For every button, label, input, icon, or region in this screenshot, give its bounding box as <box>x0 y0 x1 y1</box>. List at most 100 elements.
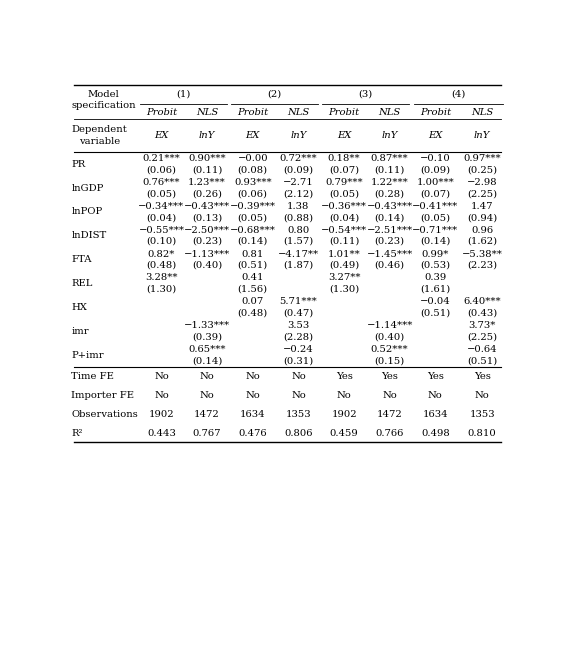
Text: Model
specification: Model specification <box>71 90 136 110</box>
Text: −0.36***
(0.04): −0.36*** (0.04) <box>321 202 367 222</box>
Text: (4): (4) <box>451 90 465 99</box>
Text: HX: HX <box>71 303 88 312</box>
Text: Yes: Yes <box>381 372 398 381</box>
Text: 3.73*
(2.25): 3.73* (2.25) <box>467 321 497 341</box>
Text: No: No <box>200 391 214 400</box>
Text: Importer FE: Importer FE <box>71 391 135 400</box>
Text: 0.07
(0.48): 0.07 (0.48) <box>238 297 268 317</box>
Text: 0.443: 0.443 <box>147 428 176 437</box>
Text: 1.38
(0.88): 1.38 (0.88) <box>283 202 314 222</box>
Text: −2.98
(2.25): −2.98 (2.25) <box>467 178 498 198</box>
Text: −0.68***
(0.14): −0.68*** (0.14) <box>230 226 275 246</box>
Text: 0.87***
(0.11): 0.87*** (0.11) <box>371 154 408 174</box>
Text: 0.52***
(0.15): 0.52*** (0.15) <box>371 345 408 365</box>
Text: 1353: 1353 <box>469 410 495 419</box>
Text: −0.41***
(0.05): −0.41*** (0.05) <box>412 202 458 222</box>
Text: EX: EX <box>246 131 260 140</box>
Text: −0.39***
(0.05): −0.39*** (0.05) <box>230 202 275 222</box>
Text: −5.38**
(2.23): −5.38** (2.23) <box>462 250 503 270</box>
Text: 0.97***
(0.25): 0.97*** (0.25) <box>463 154 501 174</box>
Text: No: No <box>291 372 306 381</box>
Text: −0.55***
(0.10): −0.55*** (0.10) <box>139 226 185 246</box>
Text: Probit: Probit <box>420 108 451 117</box>
Text: No: No <box>154 391 169 400</box>
Text: −0.54***
(0.11): −0.54*** (0.11) <box>321 226 367 246</box>
Text: −0.10
(0.09): −0.10 (0.09) <box>420 154 450 174</box>
Text: No: No <box>200 372 214 381</box>
Text: 1634: 1634 <box>422 410 448 419</box>
Text: No: No <box>475 391 489 400</box>
Text: No: No <box>382 391 397 400</box>
Text: 0.766: 0.766 <box>375 428 404 437</box>
Text: 1.01**
(0.49): 1.01** (0.49) <box>328 250 360 270</box>
Text: EX: EX <box>154 131 169 140</box>
Text: lnDIST: lnDIST <box>71 232 107 241</box>
Text: R²: R² <box>71 428 83 437</box>
Text: −0.34***
(0.04): −0.34*** (0.04) <box>139 202 185 222</box>
Text: NLS: NLS <box>196 108 218 117</box>
Text: FTA: FTA <box>71 255 92 264</box>
Text: 0.498: 0.498 <box>421 428 450 437</box>
Text: Yes: Yes <box>427 372 444 381</box>
Text: 0.41
(1.56): 0.41 (1.56) <box>238 273 268 293</box>
Text: −0.43***
(0.14): −0.43*** (0.14) <box>367 202 413 222</box>
Text: −2.50***
(0.23): −2.50*** (0.23) <box>184 226 230 246</box>
Text: 5.71***
(0.47): 5.71*** (0.47) <box>279 297 318 317</box>
Text: No: No <box>154 372 169 381</box>
Text: No: No <box>245 372 260 381</box>
Text: lnY: lnY <box>290 131 306 140</box>
Text: 0.18**
(0.07): 0.18** (0.07) <box>328 154 360 174</box>
Text: 1353: 1353 <box>286 410 311 419</box>
Text: 0.79***
(0.05): 0.79*** (0.05) <box>325 178 363 198</box>
Text: 0.76***
(0.05): 0.76*** (0.05) <box>142 178 180 198</box>
Text: −1.45***
(0.46): −1.45*** (0.46) <box>366 250 413 270</box>
Text: lnY: lnY <box>381 131 398 140</box>
Text: 1472: 1472 <box>377 410 403 419</box>
Text: Yes: Yes <box>335 372 352 381</box>
Text: No: No <box>428 391 443 400</box>
Text: No: No <box>337 391 351 400</box>
Text: 1472: 1472 <box>194 410 220 419</box>
Text: 0.767: 0.767 <box>193 428 222 437</box>
Text: lnPOP: lnPOP <box>71 208 103 217</box>
Text: 1634: 1634 <box>240 410 265 419</box>
Text: No: No <box>245 391 260 400</box>
Text: 1.00***
(0.07): 1.00*** (0.07) <box>416 178 454 198</box>
Text: −0.43***
(0.13): −0.43*** (0.13) <box>184 202 230 222</box>
Text: 1.47
(0.94): 1.47 (0.94) <box>467 202 497 222</box>
Text: Probit: Probit <box>237 108 268 117</box>
Text: Dependent
variable: Dependent variable <box>71 126 127 146</box>
Text: NLS: NLS <box>471 108 493 117</box>
Text: −0.00
(0.08): −0.00 (0.08) <box>237 154 268 174</box>
Text: 1902: 1902 <box>331 410 357 419</box>
Text: imr: imr <box>71 326 89 335</box>
Text: EX: EX <box>428 131 443 140</box>
Text: −1.14***
(0.40): −1.14*** (0.40) <box>366 321 413 341</box>
Text: 0.81
(0.51): 0.81 (0.51) <box>238 250 268 270</box>
Text: 0.80
(1.57): 0.80 (1.57) <box>283 226 314 246</box>
Text: 0.99*
(0.53): 0.99* (0.53) <box>420 250 450 270</box>
Text: 1.23***
(0.26): 1.23*** (0.26) <box>188 178 226 198</box>
Text: −0.71***
(0.14): −0.71*** (0.14) <box>412 226 458 246</box>
Text: 0.82*
(0.48): 0.82* (0.48) <box>146 250 177 270</box>
Text: −1.13***
(0.40): −1.13*** (0.40) <box>184 250 230 270</box>
Text: Yes: Yes <box>473 372 490 381</box>
Text: REL: REL <box>71 279 93 288</box>
Text: 1.22***
(0.28): 1.22*** (0.28) <box>371 178 408 198</box>
Text: 0.810: 0.810 <box>468 428 496 437</box>
Text: 0.21***
(0.06): 0.21*** (0.06) <box>142 154 180 174</box>
Text: 3.27**
(1.30): 3.27** (1.30) <box>328 273 360 293</box>
Text: (2): (2) <box>268 90 282 99</box>
Text: (1): (1) <box>176 90 190 99</box>
Text: −2.71
(2.12): −2.71 (2.12) <box>283 178 314 198</box>
Text: −0.24
(0.31): −0.24 (0.31) <box>283 345 314 365</box>
Text: Observations: Observations <box>71 410 138 419</box>
Text: 0.65***
(0.14): 0.65*** (0.14) <box>188 345 226 365</box>
Text: lnY: lnY <box>474 131 490 140</box>
Text: 0.476: 0.476 <box>238 428 267 437</box>
Text: Time FE: Time FE <box>71 372 114 381</box>
Text: (3): (3) <box>358 90 373 99</box>
Text: EX: EX <box>337 131 351 140</box>
Text: PR: PR <box>71 160 86 169</box>
Text: 0.806: 0.806 <box>284 428 312 437</box>
